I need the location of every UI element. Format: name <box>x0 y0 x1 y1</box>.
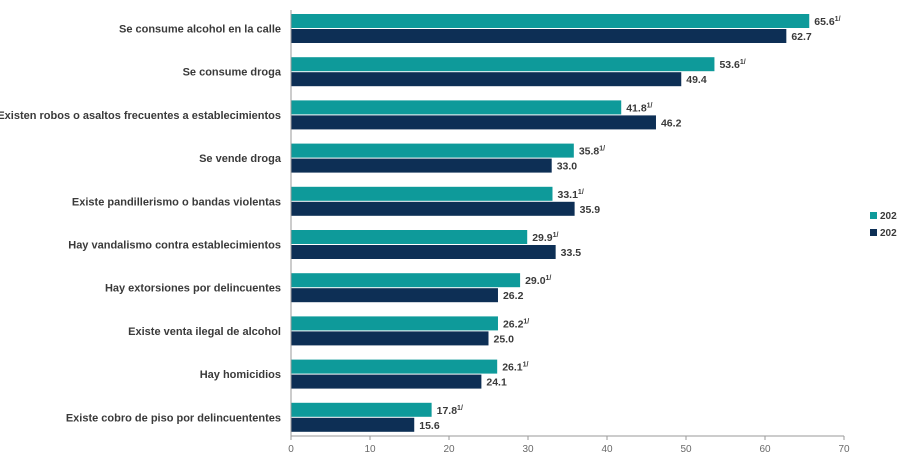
data-label-2022: 62.7 <box>791 31 812 43</box>
footnote-marker: 1/ <box>740 59 746 66</box>
bar-2022 <box>291 29 787 43</box>
bar-2022 <box>291 245 556 259</box>
bar-2024 <box>291 100 622 115</box>
legend-swatch-2024 <box>870 212 877 219</box>
bar-2022 <box>291 374 482 389</box>
category-label: Hay extorsiones por delincuentes <box>105 283 281 295</box>
footnote-marker: 1/ <box>523 318 529 325</box>
bar-2022 <box>291 417 415 432</box>
bar-2022 <box>291 72 682 87</box>
data-label-2022: 24.1 <box>486 377 507 389</box>
data-label-2022: 33.0 <box>557 161 578 173</box>
x-axis: 0 10 20 30 40 50 60 70 <box>288 10 850 455</box>
data-label-2024: 29.91/ <box>532 232 558 244</box>
bar-2024 <box>291 14 810 28</box>
x-tick-label: 0 <box>288 444 294 455</box>
data-label-2024: 41.81/ <box>626 102 652 114</box>
data-label-2024: 33.11/ <box>557 189 583 201</box>
bar-2022 <box>291 331 489 346</box>
footnote-marker: 1/ <box>835 16 841 23</box>
bar-2024 <box>291 57 715 72</box>
data-label-2022: 49.4 <box>686 74 707 86</box>
data-label-2024: 35.81/ <box>579 146 605 158</box>
bar-2024 <box>291 230 528 244</box>
x-tick-label: 10 <box>364 444 376 455</box>
bar-2022 <box>291 115 656 130</box>
footnote-marker: 1/ <box>553 232 559 239</box>
x-tick-label: 20 <box>443 444 455 455</box>
data-label-2022: 15.6 <box>419 420 440 432</box>
footnote-marker: 1/ <box>647 102 653 109</box>
bar-2024 <box>291 273 521 288</box>
category-label: Existe venta ilegal de alcohol <box>128 326 281 338</box>
category-label: Existe pandillerismo o bandas violentas <box>72 196 281 208</box>
footnote-marker: 1/ <box>457 405 463 412</box>
footnote-marker: 1/ <box>523 362 529 369</box>
data-label-2022: 33.5 <box>561 247 582 259</box>
bar-2022 <box>291 158 552 173</box>
data-label-2022: 25.0 <box>494 333 515 345</box>
x-tick-label: 60 <box>759 444 771 455</box>
footnote-marker: 1/ <box>546 275 552 282</box>
value-labels: 65.61/62.7 53.61/49.4 41.81/46.2 35.81/33.0… <box>419 16 840 432</box>
bar-2024 <box>291 402 432 417</box>
bar-2024 <box>291 359 498 374</box>
category-label: Existen robos o asaltos frecuentes a est… <box>0 110 281 122</box>
data-label-2024: 26.11/ <box>502 362 528 374</box>
x-tick-label: 70 <box>838 444 850 455</box>
x-tick-label: 40 <box>601 444 613 455</box>
data-label-2024: 17.81/ <box>437 405 463 417</box>
footnote-marker: 1/ <box>578 189 584 196</box>
data-label-2024: 29.01/ <box>525 275 551 287</box>
bar-2024 <box>291 143 574 158</box>
bar-2024 <box>291 186 553 201</box>
data-label-2022: 46.2 <box>661 117 682 129</box>
legend-swatch-2022 <box>870 229 877 236</box>
category-label: Se consume droga <box>183 67 282 79</box>
bar-2022 <box>291 201 575 216</box>
data-label-2022: 35.9 <box>580 204 601 216</box>
data-label-2024: 65.61/ <box>814 16 840 28</box>
data-label-2024: 26.21/ <box>503 318 529 330</box>
bar-2024 <box>291 316 498 331</box>
category-label: Hay vandalismo contra establecimientos <box>68 240 281 252</box>
footnote-marker: 1/ <box>599 146 605 153</box>
x-tick-label: 30 <box>522 444 534 455</box>
data-label-2022: 26.2 <box>503 290 524 302</box>
category-label: Existe cobro de piso por delincuententes <box>66 412 281 424</box>
category-label: Hay homicidios <box>200 369 281 381</box>
category-labels: Se consume alcohol en la calle Se consume… <box>0 24 282 425</box>
bars-group <box>291 14 810 432</box>
bar-2022 <box>291 288 498 303</box>
category-label: Se vende droga <box>199 153 282 165</box>
category-label: Se consume alcohol en la calle <box>119 24 281 36</box>
data-label-2024: 53.61/ <box>719 59 745 71</box>
legend-label-2024: 2024 <box>880 211 897 222</box>
x-tick-label: 50 <box>680 444 692 455</box>
